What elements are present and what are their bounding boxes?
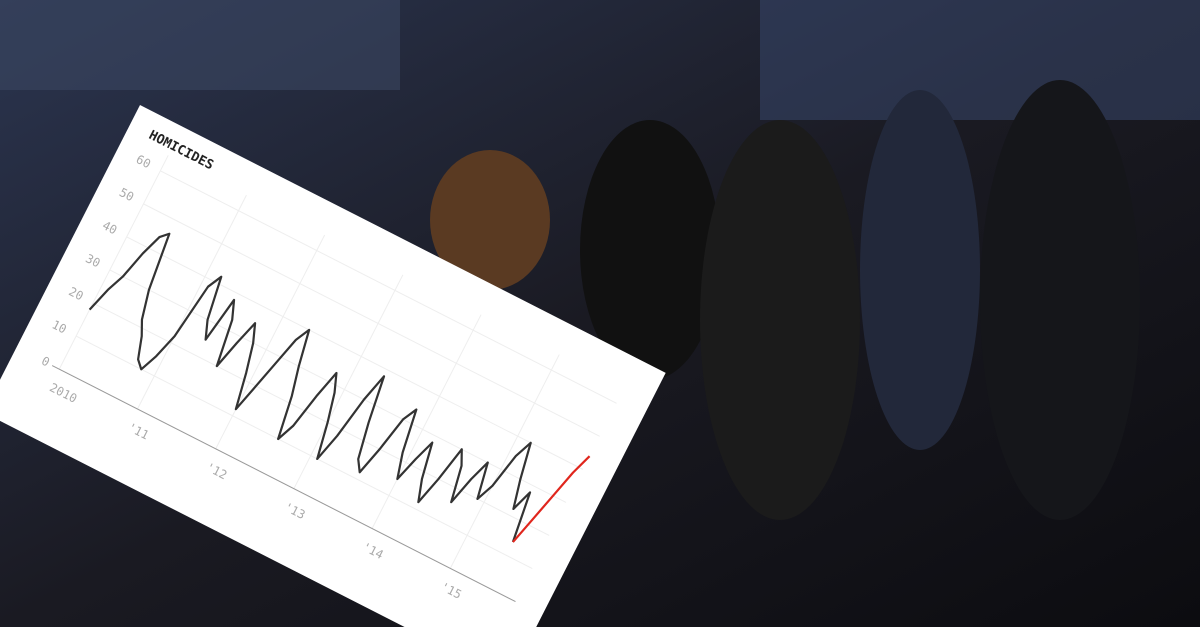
- grid-line: [160, 170, 617, 404]
- person: [860, 90, 980, 450]
- building: [0, 0, 400, 90]
- building: [760, 0, 1200, 120]
- grid-line: [75, 335, 533, 569]
- grid-line: [109, 269, 567, 503]
- person: [430, 150, 550, 290]
- y-tick-label: 60: [134, 152, 153, 171]
- y-tick-label: 50: [117, 185, 136, 204]
- person: [580, 120, 720, 380]
- grid-line: [371, 314, 482, 529]
- card-background: [0, 105, 666, 627]
- grid-line: [143, 203, 600, 437]
- series-line: [88, 232, 532, 543]
- x-axis: [51, 365, 516, 603]
- grid-line: [137, 194, 247, 410]
- person: [700, 120, 860, 520]
- chart-card: HOMICIDES 01020304050602010'11'12'13'14'…: [0, 105, 666, 627]
- grid-line: [126, 236, 584, 470]
- grid-line: [449, 354, 560, 569]
- grid-line: [215, 234, 326, 450]
- series-line: [512, 455, 591, 543]
- y-tick-label: 10: [50, 317, 69, 336]
- y-tick-label: 20: [66, 284, 85, 303]
- y-tick-label: 30: [83, 251, 102, 270]
- grid-line: [293, 274, 404, 489]
- grid-line: [58, 155, 169, 370]
- y-tick-label: 40: [100, 218, 119, 237]
- person: [980, 80, 1140, 520]
